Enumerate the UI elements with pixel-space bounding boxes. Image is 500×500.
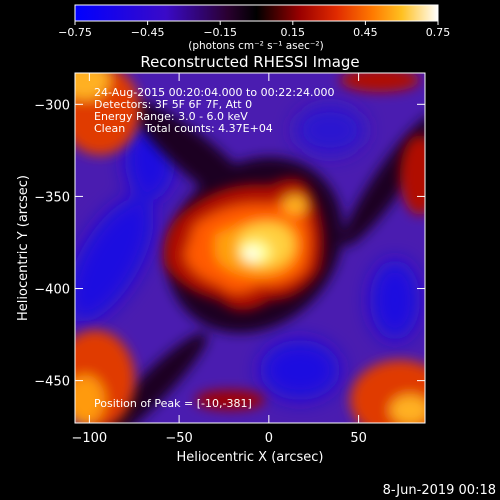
y-axis-ticks: −300 −350 −400 −450 bbox=[34, 98, 425, 390]
y-tick-label: −300 bbox=[34, 98, 70, 113]
colorbar-tick-label: −0.75 bbox=[58, 26, 92, 39]
y-tick-label: −400 bbox=[34, 283, 70, 298]
x-axis-ticks: −100 −50 0 50 bbox=[71, 73, 367, 446]
footer-date: 8-Jun-2019 00:18 bbox=[383, 483, 496, 498]
colorbar-tick-label: 0.45 bbox=[353, 26, 378, 39]
peak-position-label: Position of Peak = [-10,-381] bbox=[94, 397, 252, 410]
colorbar-unit-label: (photons cm⁻² s⁻¹ asec⁻²) bbox=[188, 40, 323, 52]
colorbar-tick-label: 0.75 bbox=[426, 26, 451, 39]
x-tick-label: −50 bbox=[165, 431, 192, 446]
total-counts-label: Total counts: 4.37E+04 bbox=[144, 122, 273, 135]
time-range-label: 24-Aug-2015 00:20:04.000 to 00:22:24.000 bbox=[94, 86, 335, 99]
y-tick-label: −350 bbox=[34, 190, 70, 205]
colorbar-tick-label: 0.15 bbox=[281, 26, 306, 39]
colorbar-tick-label: −0.15 bbox=[203, 26, 237, 39]
x-tick-label: −100 bbox=[71, 431, 107, 446]
colorbar-ticks: −0.75 −0.45 −0.15 0.15 0.45 0.75 bbox=[58, 21, 450, 39]
colorbar-tick-label: −0.45 bbox=[131, 26, 165, 39]
colorbar bbox=[74, 4, 439, 22]
x-tick-label: 50 bbox=[350, 431, 367, 446]
energy-range-label: Energy Range: 3.0 - 6.0 keV bbox=[94, 110, 248, 123]
heatmap-image bbox=[75, 73, 425, 423]
x-tick-label: 0 bbox=[265, 431, 273, 446]
x-axis-label: Heliocentric X (arcsec) bbox=[177, 450, 324, 465]
method-label: Clean bbox=[94, 122, 125, 135]
plot-frame bbox=[74, 72, 426, 424]
y-axis-label: Heliocentric Y (arcsec) bbox=[16, 175, 31, 321]
chart-title: Reconstructed RHESSI Image bbox=[140, 53, 359, 71]
y-tick-label: −450 bbox=[34, 375, 70, 390]
detectors-label: Detectors: 3F 5F 6F 7F, Att 0 bbox=[94, 98, 252, 111]
